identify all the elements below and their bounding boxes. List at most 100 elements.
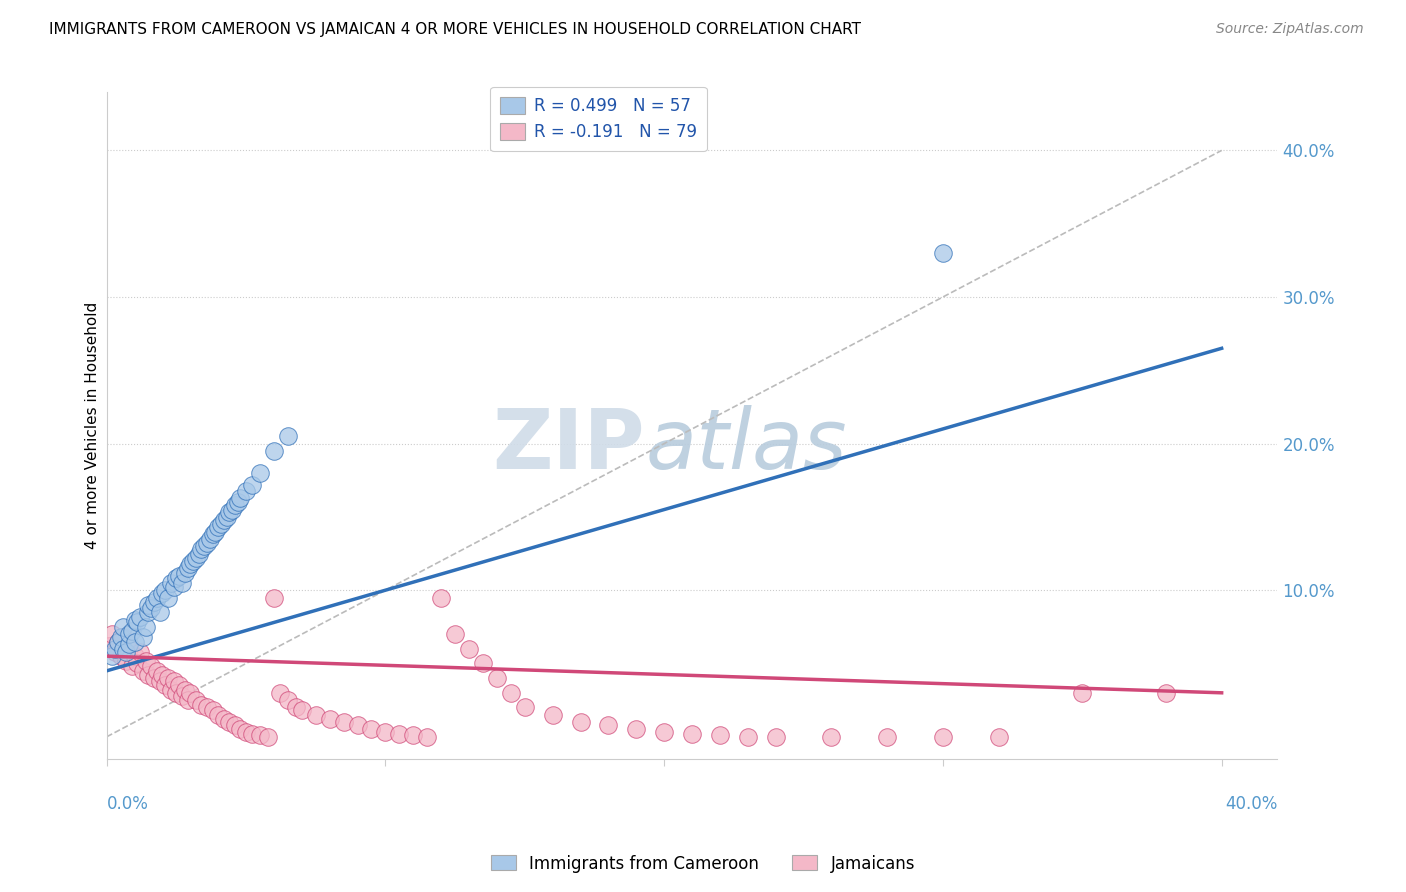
Point	[110, 649, 132, 664]
Point	[305, 707, 328, 722]
Legend: R = 0.499   N = 57, R = -0.191   N = 79: R = 0.499 N = 57, R = -0.191 N = 79	[491, 87, 707, 152]
Point	[269, 686, 291, 700]
Point	[257, 730, 280, 744]
Point	[221, 502, 243, 516]
Point	[179, 686, 201, 700]
Point	[416, 730, 439, 744]
Point	[156, 671, 179, 685]
Text: ZIP: ZIP	[492, 405, 645, 486]
Point	[184, 550, 207, 565]
Point	[541, 707, 564, 722]
Point	[229, 491, 252, 505]
Point	[138, 605, 160, 619]
Point	[240, 477, 263, 491]
Point	[388, 727, 411, 741]
Point	[121, 659, 143, 673]
Point	[472, 657, 495, 671]
Point	[159, 682, 181, 697]
Point	[115, 654, 138, 668]
Point	[1154, 686, 1177, 700]
Point	[121, 624, 143, 639]
Point	[212, 712, 235, 726]
Point	[285, 700, 308, 714]
Text: IMMIGRANTS FROM CAMEROON VS JAMAICAN 4 OR MORE VEHICLES IN HOUSEHOLD CORRELATION: IMMIGRANTS FROM CAMEROON VS JAMAICAN 4 O…	[49, 22, 862, 37]
Point	[135, 620, 157, 634]
Point	[124, 613, 146, 627]
Point	[499, 686, 522, 700]
Point	[135, 654, 157, 668]
Point	[141, 600, 163, 615]
Point	[263, 591, 285, 605]
Point	[173, 566, 195, 580]
Point	[681, 727, 703, 741]
Point	[207, 707, 229, 722]
Point	[212, 513, 235, 527]
Point	[207, 520, 229, 534]
Point	[195, 700, 218, 714]
Point	[152, 668, 174, 682]
Point	[181, 554, 204, 568]
Point	[195, 536, 218, 550]
Point	[124, 649, 146, 664]
Point	[129, 645, 152, 659]
Y-axis label: 4 or more Vehicles in Household: 4 or more Vehicles in Household	[86, 301, 100, 549]
Point	[201, 703, 224, 717]
Point	[146, 664, 169, 678]
Point	[277, 693, 299, 707]
Point	[598, 718, 620, 732]
Point	[152, 586, 174, 600]
Point	[162, 674, 184, 689]
Point	[138, 668, 160, 682]
Point	[332, 715, 354, 730]
Point	[127, 615, 149, 630]
Point	[167, 678, 190, 692]
Point	[170, 689, 193, 703]
Point	[569, 715, 592, 730]
Point	[190, 698, 212, 712]
Point	[626, 723, 648, 737]
Point	[318, 712, 340, 726]
Point	[209, 517, 232, 532]
Point	[1071, 686, 1094, 700]
Point	[184, 693, 207, 707]
Point	[176, 561, 198, 575]
Point	[112, 630, 135, 644]
Point	[235, 483, 257, 498]
Text: atlas: atlas	[645, 405, 846, 486]
Point	[156, 591, 179, 605]
Point	[115, 645, 138, 659]
Point	[149, 605, 172, 619]
Point	[118, 641, 141, 656]
Point	[932, 246, 955, 260]
Point	[277, 429, 299, 443]
Point	[226, 495, 249, 509]
Point	[127, 657, 149, 671]
Point	[458, 641, 481, 656]
Point	[138, 598, 160, 612]
Text: 40.0%: 40.0%	[1225, 796, 1278, 814]
Point	[104, 641, 127, 656]
Point	[204, 524, 226, 539]
Point	[198, 532, 221, 546]
Point	[346, 718, 368, 732]
Point	[107, 634, 129, 648]
Point	[249, 466, 271, 480]
Text: Source: ZipAtlas.com: Source: ZipAtlas.com	[1216, 22, 1364, 37]
Point	[249, 728, 271, 742]
Point	[118, 637, 141, 651]
Point	[110, 630, 132, 644]
Point	[107, 634, 129, 648]
Point	[98, 639, 121, 653]
Point	[444, 627, 467, 641]
Point	[104, 645, 127, 659]
Point	[291, 703, 314, 717]
Point	[165, 686, 187, 700]
Point	[374, 725, 396, 739]
Point	[155, 583, 177, 598]
Point	[155, 678, 177, 692]
Point	[170, 575, 193, 590]
Point	[737, 730, 759, 744]
Point	[173, 682, 195, 697]
Point	[129, 609, 152, 624]
Point	[143, 595, 166, 609]
